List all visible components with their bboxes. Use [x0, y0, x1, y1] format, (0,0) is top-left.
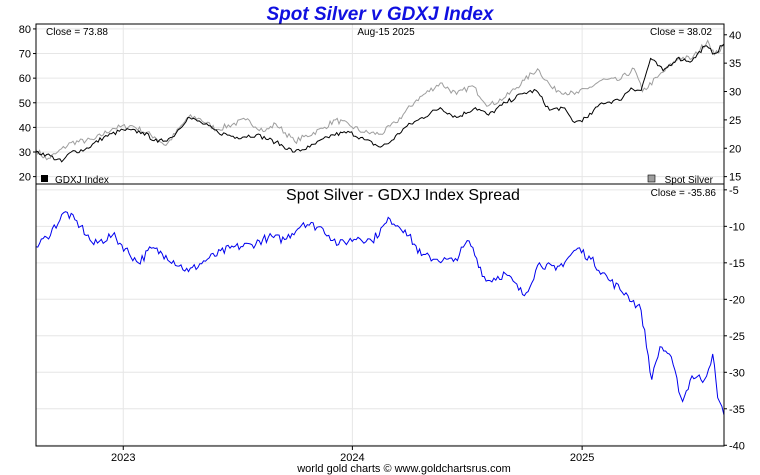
top-panel-frame: [35, 23, 725, 185]
left-y-tick-label: 70: [19, 49, 31, 61]
legend-silver-swatch: [647, 174, 656, 183]
right-y-tick-label: 15: [729, 172, 741, 184]
gdxj-index-line: [35, 43, 725, 163]
spread-y-tick-label: -35: [729, 404, 745, 416]
left-y-tick-label: 40: [19, 122, 31, 134]
footer-credit: world gold charts © www.goldchartsrus.co…: [296, 463, 511, 475]
spread-y-tick-label: -20: [729, 294, 745, 306]
x-tick-label: 2023: [111, 452, 135, 464]
left-y-tick-label: 20: [19, 172, 31, 184]
left-y-tick-label: 60: [19, 73, 31, 85]
right-y-tick-label: 25: [729, 115, 741, 127]
legend-gdxj-swatch: [41, 175, 48, 182]
spread-y-tick-label: -25: [729, 331, 745, 343]
spread-title: Spot Silver - GDXJ Index Spread: [286, 187, 520, 204]
spread-y-tick-label: -40: [729, 440, 745, 452]
spot-silver-line: [35, 39, 725, 161]
x-tick-label: 2025: [570, 452, 594, 464]
legend-silver-label: Spot Silver: [665, 175, 714, 186]
left-y-tick-label: 80: [19, 24, 31, 36]
legend-gdxj-label: GDXJ Index: [55, 175, 109, 186]
right-y-tick-label: 40: [729, 30, 741, 42]
top-close-left: Close = 73.88: [46, 27, 108, 38]
x-tick-label: 2024: [340, 452, 364, 464]
left-y-tick-label: 50: [19, 98, 31, 110]
spread-line: [35, 211, 725, 416]
spread-y-tick-label: -15: [729, 258, 745, 270]
right-y-tick-label: 35: [729, 58, 741, 70]
spread-y-tick-label: -10: [729, 221, 745, 233]
right-y-tick-label: 30: [729, 87, 741, 99]
top-date-label: Aug-15 2025: [357, 27, 415, 38]
top-close-right: Close = 38.02: [650, 27, 712, 38]
spread-close-label: Close = -35.86: [651, 188, 717, 199]
right-y-tick-label: 20: [729, 143, 741, 155]
chart-title: Spot Silver v GDXJ Index: [266, 4, 494, 25]
spread-y-tick-label: -30: [729, 367, 745, 379]
left-y-tick-label: 30: [19, 147, 31, 159]
spread-y-tick-label: -5: [729, 185, 739, 197]
bottom-panel-frame: [35, 183, 725, 447]
